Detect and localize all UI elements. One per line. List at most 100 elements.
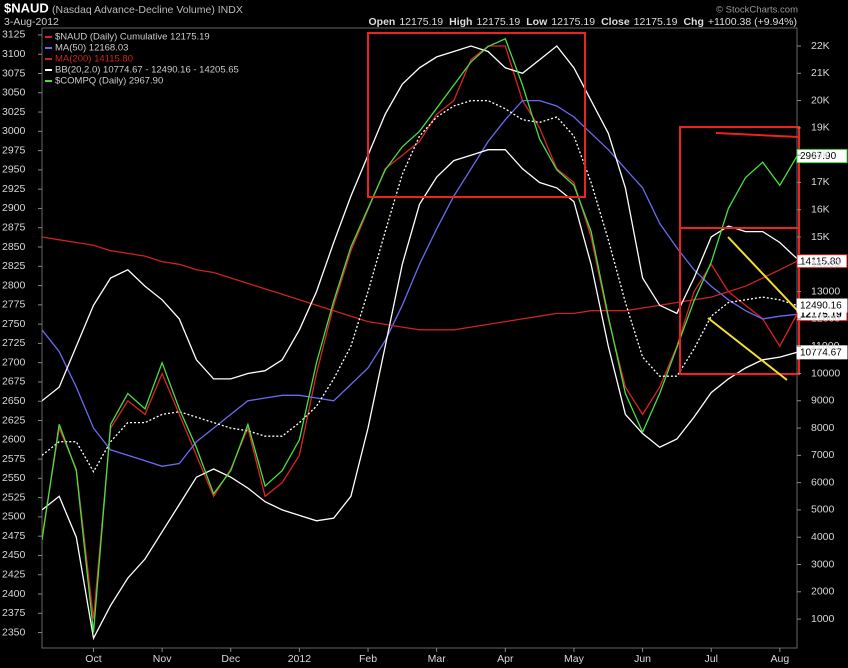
value-tag: 10774.67 (800, 347, 842, 358)
y-tick-label: 2525 (2, 491, 26, 503)
legend-label: $NAUD (Daily) Cumulative 12175.19 (55, 32, 210, 43)
x-tick-label: Dec (221, 653, 240, 665)
value-tag: 12175.19 (800, 309, 842, 320)
y-tick-label: 2550 (2, 472, 26, 484)
x-tick-label: Mar (428, 653, 447, 665)
y2-tick-label: 13000 (811, 285, 840, 297)
value-tag: 14115.80 (800, 256, 841, 267)
y-tick-label: 2400 (2, 588, 26, 600)
annotation-box (367, 32, 586, 198)
quote-line: Open 12175.19 High 12175.19 Low 12175.19 Close… (369, 16, 798, 28)
quote-value: 12175.19 (399, 16, 443, 28)
quote-label: Open (369, 16, 396, 28)
legend-label: $COMPQ (Daily) 2967.90 (55, 76, 163, 87)
y-tick-label: 2800 (2, 279, 26, 291)
y2-tick-label: 11000 (811, 340, 840, 352)
value-tag-box (796, 298, 848, 313)
value-tag: 2967.90 (800, 151, 837, 162)
y-tick-label: 3000 (2, 125, 26, 137)
y-tick-label: 3075 (2, 67, 26, 79)
quote-label: High (449, 16, 472, 28)
chart-subtitle: (Nasdaq Advance-Decline Volume) INDX (52, 4, 243, 16)
y-tick-label: 2875 (2, 222, 26, 234)
y2-tick-label: 12000 (811, 313, 840, 325)
y-tick-label: 2925 (2, 183, 26, 195)
y-tick-label: 3025 (2, 106, 26, 118)
y-tick-label: 2650 (2, 395, 26, 407)
quote-value: 12175.19 (634, 16, 678, 28)
y-tick-label: 2450 (2, 549, 26, 561)
y-tick-label: 2625 (2, 414, 26, 426)
quote-label: Close (601, 16, 630, 28)
series-line (42, 99, 797, 467)
x-tick-label: 2012 (288, 653, 312, 665)
band-lower (42, 149, 797, 641)
annotation-line (715, 132, 800, 138)
x-tick-label: Jun (634, 653, 651, 665)
y-tick-label: 2350 (2, 626, 26, 638)
quote-value: +1100.38 (+9.94%) (708, 16, 797, 28)
y-tick-label: 2775 (2, 299, 26, 311)
plot-frame (41, 27, 798, 649)
y2-tick-label: 2000 (811, 586, 835, 598)
tag-layer: 12175.19 14115.80 12490.16 10774.67 2967.90 (796, 149, 848, 360)
y2-tick-label: 16K (811, 204, 830, 216)
y2-tick-label: 21K (811, 67, 830, 79)
x-tick-label: Oct (85, 653, 101, 665)
y-tick-label: 2900 (2, 202, 26, 214)
y-tick-label: 2600 (2, 434, 26, 446)
y2-tick-label: 5000 (811, 504, 835, 516)
trend-line (727, 236, 798, 311)
series-line (42, 236, 797, 331)
value-tag-box (796, 345, 848, 360)
watermark: © StockCharts.com (716, 5, 798, 16)
y2-tick-label: 14000 (811, 258, 840, 270)
y-tick-label: 3125 (2, 29, 26, 41)
y-tick-label: 2500 (2, 511, 26, 523)
band-upper (42, 45, 797, 402)
chart-title: $NAUD (4, 0, 49, 15)
y2-tick-label: 9000 (811, 395, 835, 407)
y-tick-label: 3050 (2, 87, 26, 99)
series-line (42, 37, 797, 633)
chart-date: 3-Aug-2012 (4, 16, 59, 28)
y2-tick-label: 8000 (811, 422, 835, 434)
y2-tick-label: 6000 (811, 476, 835, 488)
y2-tick-label: 17K (811, 176, 830, 188)
value-tag-box (796, 149, 848, 164)
y-tick-label: 2975 (2, 144, 26, 156)
y-tick-label: 2750 (2, 318, 26, 330)
y-tick-label: 2850 (2, 241, 26, 253)
series-line (42, 45, 797, 620)
y2-tick-label: 4000 (811, 531, 835, 543)
trend-line (707, 317, 788, 381)
value-tag-box (796, 254, 848, 269)
x-tick-label: Jul (704, 653, 717, 665)
y-tick-label: 2375 (2, 607, 26, 619)
x-tick-label: Apr (497, 653, 514, 665)
y-tick-label: 2575 (2, 453, 26, 465)
y-tick-label: 2700 (2, 356, 26, 368)
legend-label: MA(200) 14115.80 (55, 54, 133, 65)
y2-tick-label: 7000 (811, 449, 835, 461)
y-tick-label: 3100 (2, 48, 26, 60)
y-tick-label: 2950 (2, 164, 26, 176)
y-tick-label: 2725 (2, 337, 26, 349)
legend-label: MA(50) 12168.03 (55, 43, 128, 54)
y-tick-label: 2425 (2, 569, 26, 581)
y2-tick-label: 19K (811, 122, 830, 134)
y2-tick-label: 10000 (811, 367, 840, 379)
series-layer (42, 37, 797, 641)
quote-value: 12175.19 (476, 16, 520, 28)
y2-tick-label: 18K (811, 149, 830, 161)
y2-tick-label: 22K (811, 40, 830, 52)
quote-value: 12175.19 (551, 16, 595, 28)
y2-tick-label: 15K (811, 231, 830, 243)
y2-tick-label: 20K (811, 94, 830, 106)
legend-label: BB(20,2.0) 10774.67 - 12490.16 - 14205.6… (55, 65, 239, 76)
y-tick-label: 2825 (2, 260, 26, 272)
y-tick-label: 2675 (2, 376, 26, 388)
x-tick-label: Feb (359, 653, 377, 665)
